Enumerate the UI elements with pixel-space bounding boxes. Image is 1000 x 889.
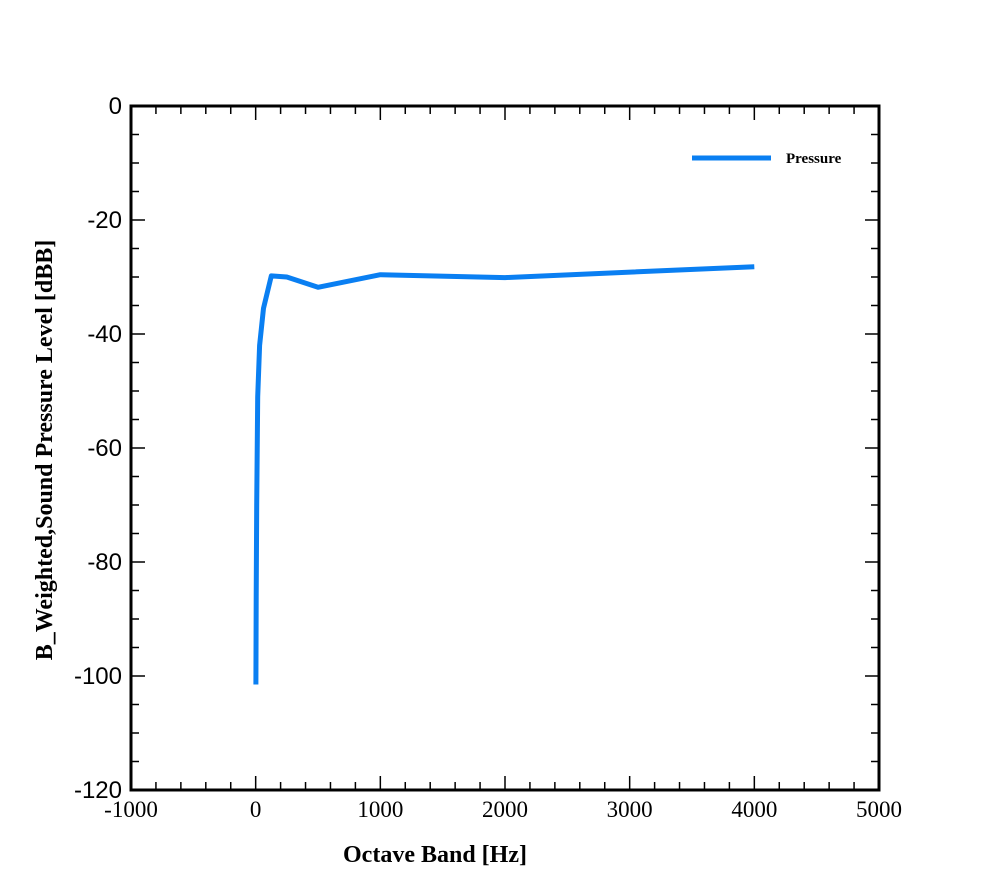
axis-ticks	[130, 105, 880, 791]
x-tick-label: 4000	[731, 797, 777, 822]
x-tick-label: 3000	[607, 797, 653, 822]
y-axis-title: B_Weighted,Sound Pressure Level [dBB]	[32, 240, 58, 661]
y-tick-label: -120	[74, 777, 122, 804]
x-tick-label: 0	[250, 797, 262, 822]
series-lines	[253, 264, 755, 685]
y-tick-label: -80	[87, 549, 122, 576]
y-tick-label: -100	[74, 663, 122, 690]
x-tick-labels: -1000 0 1000 2000 3000 4000 5000	[104, 797, 902, 822]
y-tick-labels: 0 -20 -40 -60 -80 -100 -120	[74, 93, 122, 804]
y-tick-label: -40	[87, 321, 122, 348]
y-tick-label: 0	[109, 93, 122, 120]
x-tick-label: -1000	[104, 797, 158, 822]
x-axis-title: Octave Band [Hz]	[343, 842, 527, 868]
legend: Pressure	[692, 151, 842, 167]
x-tick-label: 2000	[482, 797, 528, 822]
x-tick-label: 1000	[357, 797, 403, 822]
series-line-pressure	[253, 264, 755, 685]
legend-label-pressure: Pressure	[786, 151, 842, 167]
y-tick-label: -20	[87, 207, 122, 234]
y-tick-label: -60	[87, 435, 122, 462]
plot-frame	[129, 104, 881, 792]
x-tick-label: 5000	[856, 797, 902, 822]
